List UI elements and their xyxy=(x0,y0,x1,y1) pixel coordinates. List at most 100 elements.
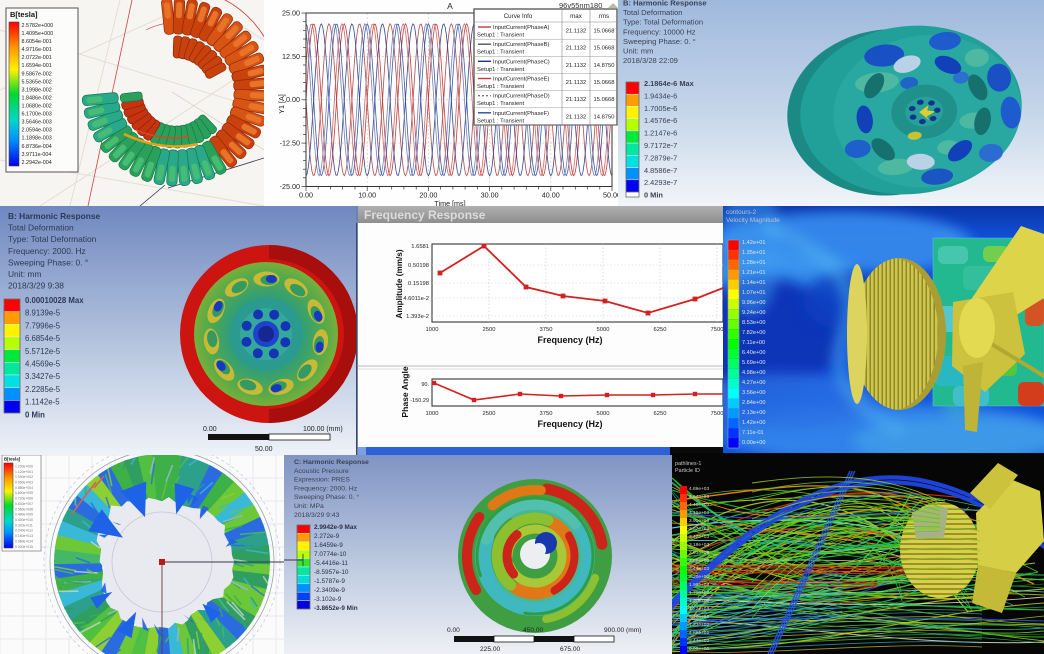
svg-text:1000: 1000 xyxy=(426,411,439,417)
svg-text:8.9139e-5: 8.9139e-5 xyxy=(25,309,61,318)
svg-text:21.1132: 21.1132 xyxy=(566,29,587,35)
svg-text:Setup1 : Transient: Setup1 : Transient xyxy=(477,118,524,124)
svg-text:0.160e+013: 0.160e+013 xyxy=(15,534,33,538)
svg-text:InputCurrent(PhaseD): InputCurrent(PhaseD) xyxy=(493,94,550,100)
svg-text:450.00: 450.00 xyxy=(523,627,544,634)
svg-text:900.00 (mm): 900.00 (mm) xyxy=(604,627,641,634)
svg-text:1.120e+001: 1.120e+001 xyxy=(15,470,33,474)
svg-text:Particle ID: Particle ID xyxy=(675,468,700,474)
svg-text:B: Harmonic Response: B: Harmonic Response xyxy=(623,0,707,8)
svg-text:7.2879e-7: 7.2879e-7 xyxy=(644,153,677,162)
svg-text:6.6854e-5: 6.6854e-5 xyxy=(25,334,61,343)
svg-text:15.0668: 15.0668 xyxy=(594,80,615,86)
svg-text:Frequency (Hz): Frequency (Hz) xyxy=(537,419,602,429)
svg-text:A: A xyxy=(447,1,453,11)
svg-text:2.93e+03: 2.93e+03 xyxy=(689,550,709,556)
svg-text:1.1142e-5: 1.1142e-5 xyxy=(25,398,60,407)
svg-text:6.40e+00: 6.40e+00 xyxy=(742,350,766,356)
svg-text:1000: 1000 xyxy=(426,327,439,333)
svg-text:Unit: MPa: Unit: MPa xyxy=(294,503,324,510)
svg-text:Total Deformation: Total Deformation xyxy=(623,8,683,17)
svg-text:Frequency Response: Frequency Response xyxy=(364,208,486,222)
svg-text:Sweeping Phase: 0. °: Sweeping Phase: 0. ° xyxy=(623,37,696,46)
svg-text:max: max xyxy=(570,13,583,20)
svg-text:3.56e+00: 3.56e+00 xyxy=(742,390,766,396)
svg-text:0.240e+012: 0.240e+012 xyxy=(15,529,33,533)
svg-text:1.22e+03: 1.22e+03 xyxy=(689,606,709,612)
svg-text:14.8750: 14.8750 xyxy=(594,114,615,120)
svg-text:InputCurrent(PhaseE): InputCurrent(PhaseE) xyxy=(493,77,549,83)
svg-text:Sweeping Phase: 0. °: Sweeping Phase: 0. ° xyxy=(294,493,359,501)
svg-text:7.82e+00: 7.82e+00 xyxy=(742,330,766,336)
svg-text:rms: rms xyxy=(599,13,609,20)
svg-text:1.9434e-6: 1.9434e-6 xyxy=(644,91,677,100)
svg-text:InputCurrent(PhaseA): InputCurrent(PhaseA) xyxy=(493,25,549,31)
svg-text:Velocity Magnitude: Velocity Magnitude xyxy=(726,217,780,224)
svg-text:4.98e+00: 4.98e+00 xyxy=(742,370,766,376)
svg-text:5.5365e-002: 5.5365e-002 xyxy=(22,79,52,85)
svg-text:1.7005e-6: 1.7005e-6 xyxy=(644,104,677,113)
svg-text:7.11e-01: 7.11e-01 xyxy=(742,430,764,436)
svg-text:Frequency: 2000. Hz: Frequency: 2000. Hz xyxy=(8,246,86,256)
svg-text:9.5867e-002: 9.5867e-002 xyxy=(22,71,52,77)
svg-text:1.8486e-002: 1.8486e-002 xyxy=(22,96,52,102)
svg-text:5.5712e-5: 5.5712e-5 xyxy=(25,347,61,356)
svg-text:-3.8652e-9 Min: -3.8652e-9 Min xyxy=(314,605,358,612)
svg-text:7.33e+02: 7.33e+02 xyxy=(689,622,709,628)
svg-text:30.00: 30.00 xyxy=(481,191,499,200)
svg-text:2500: 2500 xyxy=(483,411,496,417)
svg-text:21.1132: 21.1132 xyxy=(566,114,587,120)
svg-text:3.18e+03: 3.18e+03 xyxy=(689,542,709,548)
svg-text:-8.5957e-10: -8.5957e-10 xyxy=(314,569,349,576)
svg-text:3.91e+03: 3.91e+03 xyxy=(689,518,709,524)
svg-text:50.00: 50.00 xyxy=(255,446,273,453)
svg-text:3750: 3750 xyxy=(540,327,553,333)
svg-text:1.21e+01: 1.21e+01 xyxy=(742,270,766,276)
svg-text:-25.00: -25.00 xyxy=(280,182,300,191)
svg-text:Frequency: 10000 Hz: Frequency: 10000 Hz xyxy=(623,27,696,36)
svg-text:1.200e+000: 1.200e+000 xyxy=(15,465,33,469)
svg-text:2.1864e-6 Max: 2.1864e-6 Max xyxy=(644,79,695,88)
svg-text:1.07e+01: 1.07e+01 xyxy=(742,290,766,296)
svg-text:1.2147e-6: 1.2147e-6 xyxy=(644,129,677,138)
svg-text:Sweeping Phase: 0. °: Sweeping Phase: 0. ° xyxy=(8,257,88,267)
svg-text:2.5782e+000: 2.5782e+000 xyxy=(22,23,54,29)
svg-text:2.44e+02: 2.44e+02 xyxy=(689,638,709,644)
svg-text:7.7996e-5: 7.7996e-5 xyxy=(25,321,61,330)
svg-text:10.00: 10.00 xyxy=(358,191,376,200)
svg-text:0.960e+003: 0.960e+003 xyxy=(15,481,33,485)
svg-text:Amplitude (mm/s): Amplitude (mm/s) xyxy=(395,249,404,318)
svg-text:0.320e+011: 0.320e+011 xyxy=(15,523,33,527)
svg-text:pathlines-1: pathlines-1 xyxy=(675,461,701,467)
svg-text:2.20e+03: 2.20e+03 xyxy=(689,574,709,580)
svg-text:2.2285e-5: 2.2285e-5 xyxy=(25,385,61,394)
svg-text:2.9942e-9 Max: 2.9942e-9 Max xyxy=(314,524,357,531)
svg-text:2.4293e-7: 2.4293e-7 xyxy=(644,178,677,187)
svg-text:96v55nm180: 96v55nm180 xyxy=(559,1,602,10)
svg-text:5.69e+00: 5.69e+00 xyxy=(742,360,766,366)
svg-text:40.00: 40.00 xyxy=(542,191,560,200)
svg-text:1.42e+01: 1.42e+01 xyxy=(742,240,766,246)
svg-text:Curve Info: Curve Info xyxy=(504,13,533,20)
svg-text:4.16e+03: 4.16e+03 xyxy=(689,510,709,516)
svg-text:1.040e+002: 1.040e+002 xyxy=(15,475,33,479)
svg-text:1.35e+01: 1.35e+01 xyxy=(742,250,766,256)
svg-text:15.0668: 15.0668 xyxy=(594,97,615,103)
svg-text:25.00: 25.00 xyxy=(282,9,300,18)
svg-text:225.00: 225.00 xyxy=(480,646,501,653)
svg-text:1.6581: 1.6581 xyxy=(411,244,429,250)
svg-text:21.1132: 21.1132 xyxy=(566,97,587,103)
svg-text:Setup1 : Transient: Setup1 : Transient xyxy=(477,33,524,39)
svg-text:3.42e+03: 3.42e+03 xyxy=(689,534,709,540)
svg-text:90.: 90. xyxy=(421,382,429,388)
svg-text:7500: 7500 xyxy=(711,327,723,333)
svg-text:-3.102e-9: -3.102e-9 xyxy=(314,596,342,603)
svg-text:0.560e+008: 0.560e+008 xyxy=(15,507,33,511)
svg-text:0.00: 0.00 xyxy=(286,95,300,104)
svg-text:7500: 7500 xyxy=(711,411,723,417)
svg-text:21.1132: 21.1132 xyxy=(566,80,587,86)
svg-text:C: Harmonic Response: C: Harmonic Response xyxy=(294,459,369,466)
svg-text:15.0668: 15.0668 xyxy=(594,29,615,35)
svg-text:Type: Total Deformation: Type: Total Deformation xyxy=(623,18,703,27)
svg-text:Frequency (Hz): Frequency (Hz) xyxy=(537,335,602,345)
